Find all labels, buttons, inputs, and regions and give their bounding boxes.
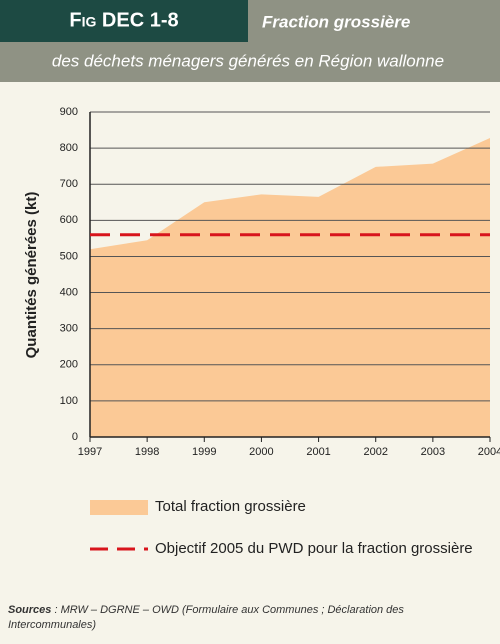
y-tick-label: 700: [60, 178, 78, 190]
legend-label: Total fraction grossière: [155, 498, 306, 515]
x-tick-label: 2003: [421, 446, 445, 458]
legend-label: Objectif 2005 du PWD pour la fraction gr…: [155, 540, 473, 557]
y-tick-label: 200: [60, 359, 78, 371]
legend-swatch: [90, 500, 148, 515]
x-tick-label: 1998: [135, 446, 159, 458]
y-tick-label: 500: [60, 250, 78, 262]
chart-title: Fraction grossière: [262, 12, 410, 31]
area: [90, 138, 490, 437]
x-tick-label: 2000: [249, 446, 273, 458]
y-tick-label: 300: [60, 323, 78, 335]
source: Sources : MRW – DGRNE – OWD (Formulaire …: [8, 603, 488, 633]
figure-label: Fig DEC 1-8: [69, 9, 178, 31]
y-tick-label: 400: [60, 286, 78, 298]
x-tick-label: 1997: [78, 446, 102, 458]
y-tick-label: 0: [72, 431, 78, 443]
figure-label-box: [0, 0, 248, 42]
y-tick-label: 100: [60, 395, 78, 407]
y-tick-label: 800: [60, 142, 78, 154]
y-tick-label: 900: [60, 106, 78, 118]
y-axis-label: Quantités générées (kt): [23, 192, 40, 359]
x-tick-label: 2004: [478, 446, 500, 458]
y-tick-label: 600: [60, 214, 78, 226]
x-tick-label: 2002: [363, 446, 387, 458]
x-tick-label: 2001: [306, 446, 330, 458]
chart-subtitle: des déchets ménagers générés en Région w…: [52, 51, 444, 70]
source-label: Sources: [8, 604, 52, 616]
x-tick-label: 1999: [192, 446, 216, 458]
source-text: : MRW – DGRNE – OWD (Formulaire aux Comm…: [8, 604, 404, 631]
